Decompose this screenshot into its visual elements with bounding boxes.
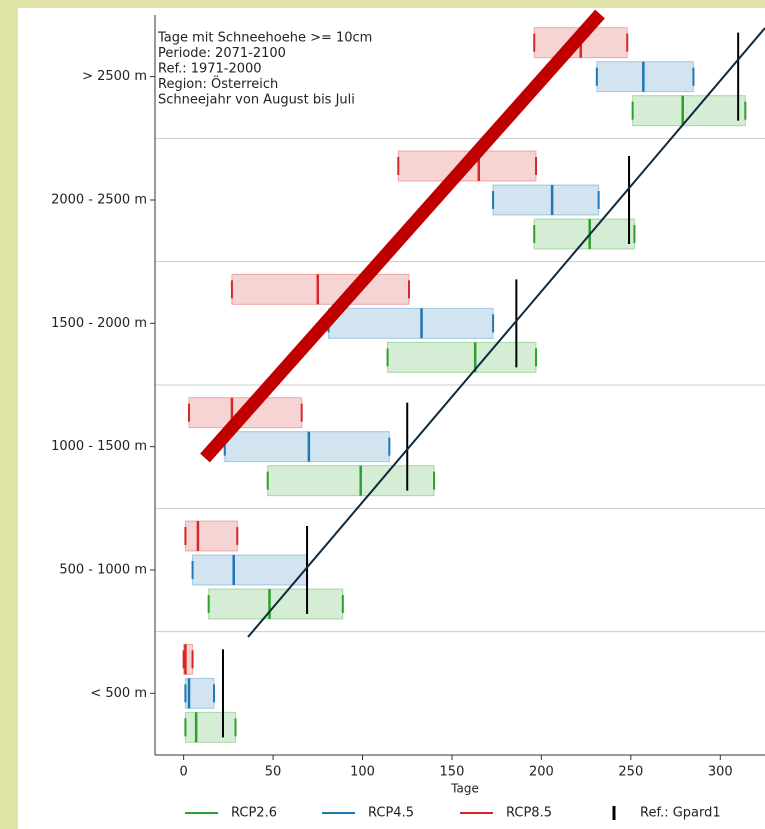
range-bar xyxy=(387,341,537,373)
x-axis-label: Tage xyxy=(450,782,479,796)
range-bar xyxy=(596,61,694,93)
annotation-text: Periode: 2071-2100 xyxy=(158,46,286,61)
x-tick-label: 0 xyxy=(179,765,187,780)
annotation-text: Region: Österreich xyxy=(158,75,278,92)
x-tick-label: 200 xyxy=(529,765,554,780)
y-tick-label: 2000 - 2500 m xyxy=(51,193,147,208)
range-bar xyxy=(492,184,600,216)
plot xyxy=(155,27,765,743)
range-bar xyxy=(267,465,435,497)
annotation-line xyxy=(247,27,765,638)
y-tick-label: < 500 m xyxy=(90,686,147,701)
y-tick-label: 500 - 1000 m xyxy=(59,563,147,578)
legend-label: Ref.: Gpard1 xyxy=(640,806,721,821)
x-tick-label: 50 xyxy=(265,765,282,780)
range-bar xyxy=(328,307,494,339)
panel xyxy=(18,8,765,829)
y-tick-label: > 2500 m xyxy=(82,69,147,84)
legend-label: RCP4.5 xyxy=(368,806,414,821)
range-bar xyxy=(192,554,308,586)
x-tick-label: 300 xyxy=(708,765,733,780)
annotation-arrow xyxy=(200,9,605,463)
range-bar xyxy=(224,431,390,463)
x-tick-label: 250 xyxy=(618,765,643,780)
range-bar xyxy=(231,273,410,305)
range-bar xyxy=(184,711,236,743)
legend-label: RCP2.6 xyxy=(231,806,277,821)
range-bar xyxy=(632,95,746,127)
x-tick-label: 150 xyxy=(440,765,465,780)
y-tick-label: 1500 - 2000 m xyxy=(51,316,147,331)
legend-label: RCP8.5 xyxy=(506,806,552,821)
annotation-text: Schneejahr von August bis Juli xyxy=(158,93,355,108)
x-tick-label: 100 xyxy=(350,765,375,780)
range-bar xyxy=(533,218,635,250)
annotation-text: Tage mit Schneehoehe >= 10cm xyxy=(157,31,372,46)
y-tick-label: 1000 - 1500 m xyxy=(51,439,147,454)
range-bar xyxy=(184,520,238,552)
annotation-text: Ref.: 1971-2000 xyxy=(158,62,262,77)
